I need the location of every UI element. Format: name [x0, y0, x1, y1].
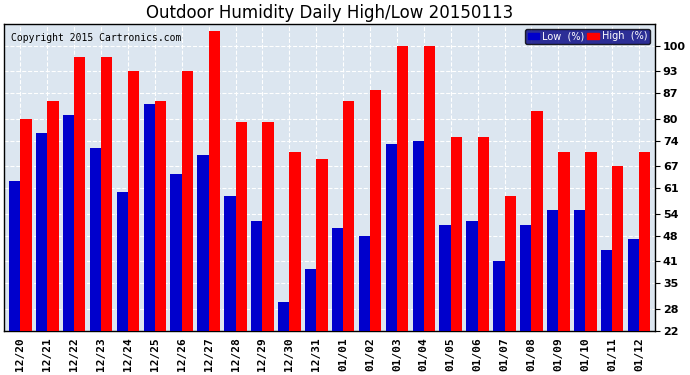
Bar [332, 228, 343, 331]
Bar [343, 100, 355, 331]
Bar [359, 236, 370, 331]
Bar [316, 159, 328, 331]
Bar [144, 104, 155, 331]
Legend: Low  (%), High  (%): Low (%), High (%) [524, 28, 651, 44]
Bar [63, 115, 74, 331]
Bar [101, 57, 112, 331]
Bar [128, 71, 139, 331]
Bar [413, 141, 424, 331]
Bar [278, 302, 289, 331]
Bar [440, 225, 451, 331]
Bar [601, 251, 612, 331]
Bar [155, 100, 166, 331]
Bar [397, 46, 408, 331]
Bar [208, 31, 220, 331]
Bar [612, 166, 624, 331]
Bar [424, 46, 435, 331]
Bar [558, 152, 570, 331]
Bar [235, 122, 247, 331]
Bar [251, 221, 262, 331]
Bar [224, 195, 235, 331]
Bar [262, 122, 274, 331]
Bar [547, 210, 558, 331]
Bar [36, 134, 47, 331]
Bar [451, 137, 462, 331]
Bar [170, 174, 181, 331]
Bar [47, 100, 59, 331]
Bar [370, 90, 382, 331]
Bar [386, 144, 397, 331]
Bar [181, 71, 193, 331]
Bar [466, 221, 477, 331]
Bar [305, 268, 316, 331]
Bar [520, 225, 531, 331]
Bar [493, 261, 504, 331]
Bar [574, 210, 585, 331]
Bar [117, 192, 128, 331]
Bar [639, 152, 651, 331]
Bar [628, 239, 639, 331]
Bar [197, 155, 208, 331]
Bar [289, 152, 301, 331]
Bar [90, 148, 101, 331]
Bar [477, 137, 489, 331]
Title: Outdoor Humidity Daily High/Low 20150113: Outdoor Humidity Daily High/Low 20150113 [146, 4, 513, 22]
Bar [9, 181, 20, 331]
Bar [504, 195, 516, 331]
Bar [20, 119, 32, 331]
Text: Copyright 2015 Cartronics.com: Copyright 2015 Cartronics.com [10, 33, 181, 43]
Bar [531, 111, 543, 331]
Bar [74, 57, 86, 331]
Bar [585, 152, 597, 331]
